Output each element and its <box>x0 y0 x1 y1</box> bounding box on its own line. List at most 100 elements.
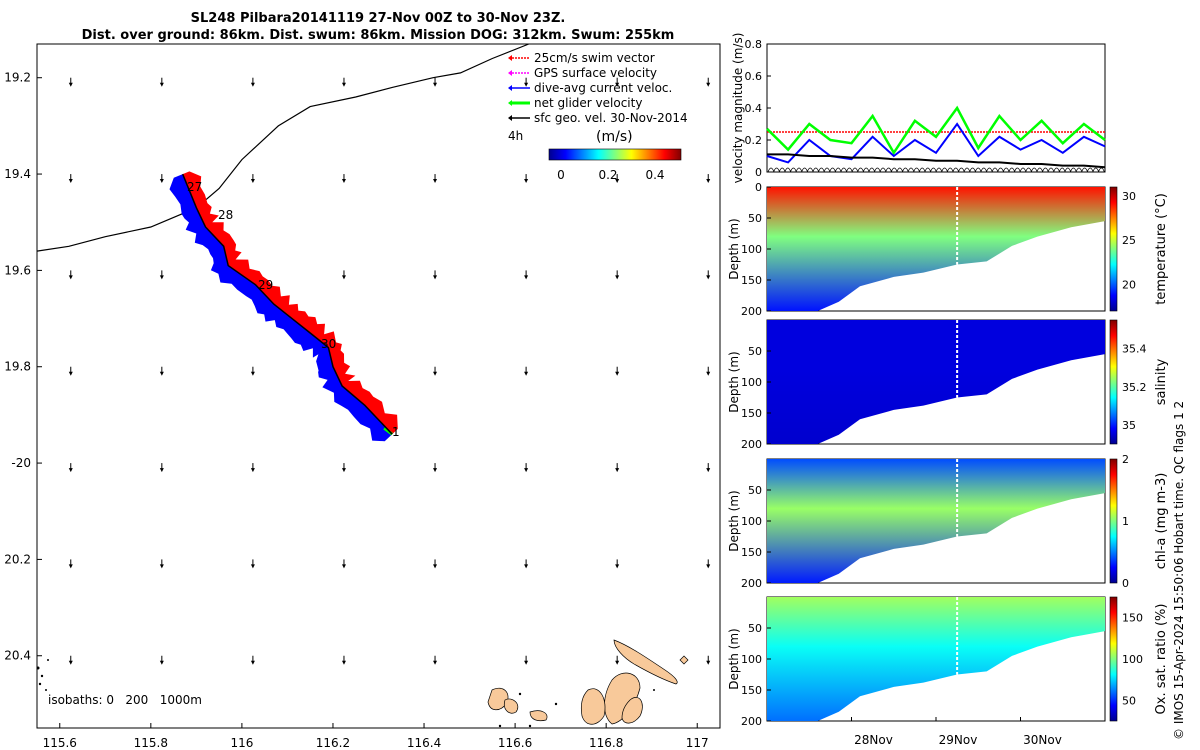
current-arrowhead <box>341 660 346 665</box>
dive-marker <box>986 167 993 173</box>
speed-colorbar-tick-2: 0.4 <box>645 168 664 182</box>
section-field <box>767 459 1105 583</box>
dive-marker <box>1053 167 1060 173</box>
map-y-tick-label: -20 <box>11 456 31 470</box>
current-arrowhead <box>706 82 711 87</box>
current-arrowhead <box>341 564 346 569</box>
section-colorbar <box>1109 319 1118 445</box>
section-colorbar-label: Ox. sat. ratio (%) <box>1154 604 1169 715</box>
current-arrowhead <box>615 660 620 665</box>
dive-marker <box>1081 167 1088 173</box>
map-y-tick-label: 19.6 <box>4 263 31 277</box>
current-arrowhead <box>250 371 255 376</box>
dive-marker <box>801 167 808 173</box>
legend-arrowhead <box>508 85 512 91</box>
section-ylabel: Depth (m) <box>727 628 741 689</box>
section-y-tick-label: 200 <box>741 305 762 318</box>
current-arrowhead <box>341 179 346 184</box>
dive-marker <box>1002 167 1010 173</box>
section-y-tick-label: 150 <box>741 684 762 697</box>
dive-marker <box>795 167 803 173</box>
dive-marker <box>913 167 920 173</box>
isobath-label: isobaths: 0 200 1000m <box>48 693 202 707</box>
section-colorbar-label: temperature (°C) <box>1154 193 1169 305</box>
current-arrowhead <box>524 275 529 280</box>
velocity-ylabel: velocity magnitude (m/s) <box>731 33 745 184</box>
section-colorbar <box>1109 186 1118 312</box>
current-arrowhead <box>706 275 711 280</box>
section-x-tick-label: 30Nov <box>1023 733 1062 747</box>
current-arrowhead <box>433 660 438 665</box>
legend-label: net glider velocity <box>534 96 642 110</box>
legend-arrowhead <box>508 55 512 61</box>
current-arrowhead <box>615 371 620 376</box>
section-colorbar-label: chl-a (mg m-3) <box>1154 473 1169 570</box>
copyright-text: © IMOS 15-Apr-2024 15:50:06 Hobart time.… <box>1172 401 1186 740</box>
dive-marker <box>958 167 965 173</box>
dive-marker <box>896 167 904 173</box>
dive-marker <box>1058 167 1066 173</box>
velocity-y-tick-label: 0 <box>755 166 762 179</box>
map-x-tick-label: 116.8 <box>589 736 623 750</box>
section-colorbar <box>1109 596 1118 722</box>
current-arrowhead <box>706 179 711 184</box>
current-arrowhead <box>524 82 529 87</box>
current-arrowhead <box>68 179 73 184</box>
day-label: 28 <box>218 208 233 222</box>
legend-label: dive-avg current veloc. <box>534 81 672 95</box>
map-x-tick-label: 117 <box>686 736 709 750</box>
section-colorbar-tick: 0 <box>1122 577 1129 590</box>
section-colorbar-tick: 35.4 <box>1122 343 1147 356</box>
section-y-tick-label: 200 <box>741 715 762 728</box>
current-arrowhead <box>68 468 73 473</box>
section-colorbar-tick: 35.2 <box>1122 381 1147 394</box>
dive-marker <box>969 167 976 173</box>
dive-marker <box>773 167 780 173</box>
section-field <box>767 187 1105 311</box>
dive-marker <box>767 167 775 173</box>
dive-marker <box>885 167 892 173</box>
velocity-y-tick-label: 0.6 <box>745 70 763 83</box>
current-arrowhead <box>250 564 255 569</box>
section-x-tick-label: 28Nov <box>854 733 893 747</box>
current-arrowhead <box>706 468 711 473</box>
title-line-2: Dist. over ground: 86km. Dist. swum: 86k… <box>82 28 675 43</box>
current-arrowhead <box>159 564 164 569</box>
dive-marker <box>1030 167 1038 173</box>
section-y-tick-label: 200 <box>741 577 762 590</box>
current-arrowhead <box>250 82 255 87</box>
dive-marker <box>1086 167 1094 173</box>
dive-marker <box>974 167 982 173</box>
current-arrowhead <box>68 371 73 376</box>
current-arrowhead <box>615 468 620 473</box>
dive-marker <box>941 167 948 173</box>
current-arrowhead <box>250 660 255 665</box>
map-axes <box>36 43 721 729</box>
dive-marker <box>946 167 954 173</box>
current-arrowhead <box>433 371 438 376</box>
section-x-tick-label: 29Nov <box>939 733 978 747</box>
section-y-tick-label: 0 <box>755 181 762 194</box>
current-arrowhead <box>706 371 711 376</box>
map-x-tick-label: 116.2 <box>316 736 350 750</box>
current-arrowhead <box>524 660 529 665</box>
swim-swath <box>182 171 398 435</box>
section-salinity: 50 100 150 200 Depth (m) 35.4 35.2 35 salinity <box>727 319 1169 451</box>
current-arrowhead <box>250 179 255 184</box>
section-colorbar-tick: 2 <box>1122 453 1129 466</box>
section-y-tick-label: 100 <box>741 653 762 666</box>
section-colorbar-tick: 20 <box>1122 278 1136 291</box>
dive-marker <box>930 167 937 173</box>
velocity-ticks: 0 0.2 0.4 0.6 0.8 <box>745 38 1105 179</box>
dive-marker <box>840 167 848 173</box>
current-arrowhead <box>615 82 620 87</box>
section-ylabel: Depth (m) <box>727 218 741 279</box>
section-y-tick-label: 150 <box>741 274 762 287</box>
dive-marker <box>834 167 842 173</box>
map-y-tick-label: 19.2 <box>4 71 31 85</box>
colorbar-title: (m/s) <box>596 129 633 145</box>
velocity-series-line <box>767 153 1106 169</box>
